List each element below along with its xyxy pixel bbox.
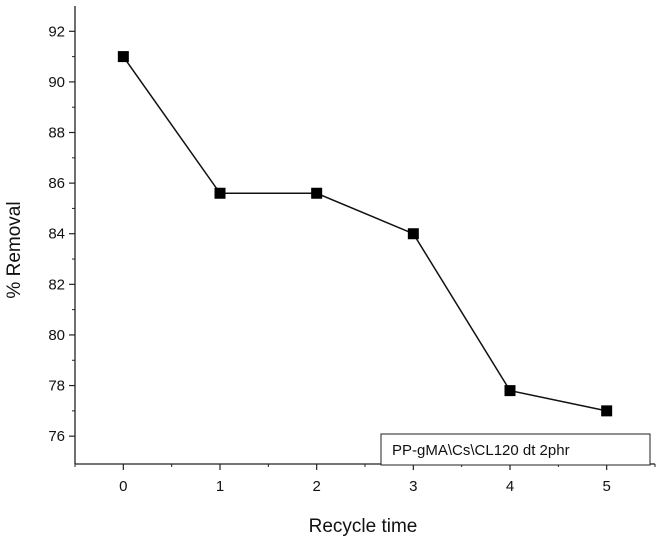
y-tick-label: 90: [48, 74, 65, 91]
x-tick-label: 2: [312, 478, 320, 495]
x-axis-title: Recycle time: [309, 516, 418, 537]
y-tick-label: 78: [48, 378, 65, 395]
tick-labels: 76 78 80 82 84 86 88 90 92 0 1 2 3 4 5: [48, 23, 611, 495]
data-point-marker: [214, 187, 226, 199]
data-point-marker: [311, 187, 323, 199]
legend-box: [380, 433, 651, 466]
data-point-marker: [504, 385, 516, 397]
y-tick-label: 76: [48, 428, 65, 445]
x-tick-label: 4: [506, 478, 514, 495]
y-tick-label: 86: [48, 175, 65, 192]
data-point-marker: [117, 51, 129, 63]
data-point-marker: [407, 228, 419, 240]
axes: [74, 6, 655, 465]
y-axis-title: % Removal: [4, 201, 25, 298]
y-tick-label: 92: [48, 23, 65, 40]
y-tick-label: 84: [48, 226, 65, 243]
x-tick-label: 1: [216, 478, 224, 495]
x-tick-label: 0: [119, 478, 127, 495]
legend-label: PP-gMA\Cs\CL120 dt 2phr: [392, 442, 570, 459]
x-tick-label: 5: [602, 478, 610, 495]
y-tick-label: 82: [48, 276, 65, 293]
y-tick-label: 80: [48, 327, 65, 344]
data-series: [117, 51, 613, 417]
series-line: [122, 56, 607, 412]
y-tick-label: 88: [48, 125, 65, 142]
data-point-marker: [601, 405, 613, 417]
axis-ticks: [69, 30, 656, 470]
legend: PP-gMA\Cs\CL120 dt 2phr: [380, 433, 651, 466]
x-tick-label: 3: [409, 478, 417, 495]
